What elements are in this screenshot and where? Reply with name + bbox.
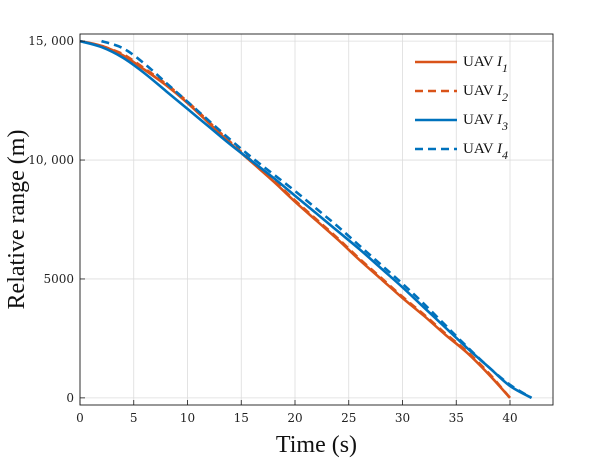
legend-label-uav-i4: UAV I4 (463, 141, 508, 162)
x-tick-label-2: 10 (180, 411, 195, 425)
grid-layer (79, 34, 553, 405)
x-tick-label-8: 40 (502, 411, 517, 425)
y-tick-label-1: 5000 (43, 272, 74, 286)
series-line-uav-i3 (79, 39, 533, 400)
x-tick-label-7: 35 (449, 411, 464, 425)
x-axis-title: Time (s) (276, 432, 357, 458)
series-line-uav-i2 (101, 44, 511, 399)
series-layer (79, 39, 533, 400)
x-tick-label-4: 20 (287, 411, 302, 425)
legend-label-uav-i3: UAV I3 (463, 112, 508, 133)
tick-layer: 0 5 10 15 20 25 30 35 40 0 5000 10, 000 15, 000 (28, 34, 517, 425)
x-tick-label-3: 15 (234, 411, 249, 425)
y-tick-label-2: 10, 000 (28, 153, 74, 167)
x-tick-label-0: 0 (76, 411, 84, 425)
x-tick-label-5: 25 (341, 411, 356, 425)
series-line-uav-i4 (101, 39, 533, 399)
y-tick-label-3: 15, 000 (28, 34, 74, 48)
x-tick-label-6: 30 (395, 411, 410, 425)
y-axis-title: Relative range (m) (4, 130, 30, 310)
x-tick-label-1: 5 (130, 411, 138, 425)
plot-area-frame (79, 33, 554, 406)
legend-label-uav-i2: UAV I2 (463, 83, 508, 104)
y-tick-label-0: 0 (66, 391, 74, 405)
legend: UAV I1 UAV I2 UAV I3 UAV I4 (415, 54, 508, 162)
legend-label-uav-i1: UAV I1 (463, 54, 508, 75)
